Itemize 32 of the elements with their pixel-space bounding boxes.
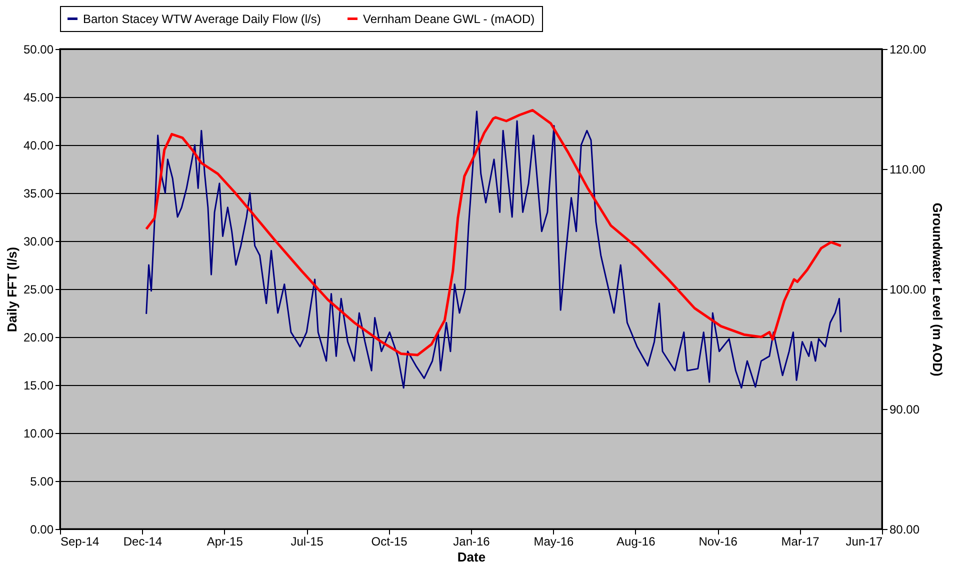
x-axis-title: Date xyxy=(457,550,486,564)
legend-label: Barton Stacey WTW Average Daily Flow (l/s) xyxy=(83,12,321,26)
x-tick-label: Oct-15 xyxy=(371,534,408,548)
x-tick-label: Mar-17 xyxy=(781,534,820,548)
y-tick-label: 40.00 xyxy=(23,138,54,152)
y-axis-title: Daily FFT (l/s) xyxy=(4,246,20,332)
y2-tick-label: 90.00 xyxy=(890,402,920,416)
y-tick-label: 50.00 xyxy=(23,42,54,56)
x-tick-label: Apr-15 xyxy=(206,534,244,548)
y2-tick-label: 80.00 xyxy=(890,522,920,536)
y-tick-label: 45.00 xyxy=(23,90,54,104)
y2-tick-label: 120.00 xyxy=(890,42,927,56)
y-tick-label: 10.00 xyxy=(23,426,54,440)
y-tick-label: 5.00 xyxy=(30,474,54,488)
y-tick-label: 0.00 xyxy=(30,522,54,536)
x-tick-label: Aug-16 xyxy=(616,534,656,548)
x-tick-label: Jan-16 xyxy=(453,534,490,548)
x-tick-label: Jun-17 xyxy=(846,534,883,548)
x-tick-label: Dec-14 xyxy=(123,534,162,548)
y2-tick-label: 110.00 xyxy=(890,162,926,176)
y-tick-label: 15.00 xyxy=(23,378,54,392)
y-tick-label: 30.00 xyxy=(23,234,54,248)
x-tick-label: Nov-16 xyxy=(698,534,738,548)
y2-axis-title: Groundwater Level (m AOD) xyxy=(930,202,946,376)
y-tick-label: 35.00 xyxy=(23,186,54,200)
y-tick-label: 20.00 xyxy=(23,330,54,344)
x-tick-label: Jul-15 xyxy=(290,534,324,548)
y-tick-label: 25.00 xyxy=(23,282,54,296)
legend-label: Vernham Deane GWL - (mAOD) xyxy=(363,12,535,26)
x-tick-label: May-16 xyxy=(534,534,574,548)
y2-tick-label: 100.00 xyxy=(890,282,927,296)
x-tick-label: Sep-14 xyxy=(60,534,100,548)
